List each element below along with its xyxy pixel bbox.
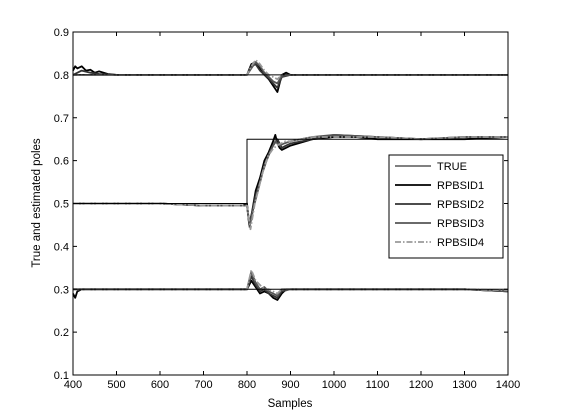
y-tick-label: 0.1 <box>54 370 69 382</box>
y-tick-label: 0.4 <box>54 241 69 253</box>
y-tick-label: 0.3 <box>54 284 69 296</box>
x-tick-label: 1400 <box>496 379 520 391</box>
legend-label-true: TRUE <box>437 161 467 173</box>
x-tick-label: 800 <box>238 379 256 391</box>
x-tick-label: 700 <box>194 379 212 391</box>
x-tick-label: 1200 <box>409 379 433 391</box>
legend-box <box>388 154 504 259</box>
x-axis-label: Samples <box>268 398 313 410</box>
series-line-rpbsid3-2 <box>73 133 508 229</box>
y-axis-label: True and estimated poles <box>31 138 43 268</box>
y-tick-label: 0.2 <box>54 327 69 339</box>
y-tick-label: 0.9 <box>54 27 69 39</box>
y-tick-label: 0.8 <box>54 70 69 82</box>
y-tick-label: 0.5 <box>54 199 69 211</box>
series-layer <box>72 59 509 301</box>
y-tick-label: 0.7 <box>54 113 69 125</box>
x-tick-label: 900 <box>281 379 299 391</box>
x-tick-label: 1100 <box>366 379 390 391</box>
x-tick-label: 600 <box>151 379 169 391</box>
x-axis: 400 500 600 700 800 900 1000 1100 1200 1300 1400 <box>64 32 520 391</box>
y-tick-label: 0.6 <box>54 156 69 168</box>
legend-label-rpbsid3: RPBSID3 <box>437 218 484 230</box>
legend: TRUE RPBSID1 RPBSID2 RPBSID3 RPBSID4 <box>388 154 504 259</box>
x-tick-label: 1000 <box>322 379 346 391</box>
x-tick-label: 1300 <box>452 379 476 391</box>
series-line-rpbsid4-2 <box>73 136 508 231</box>
series-line-true-2 <box>73 138 508 204</box>
x-tick-label: 400 <box>64 379 82 391</box>
y-axis: 0.1 0.2 0.3 0.4 0.5 0.6 0.7 0.8 0.9 <box>54 27 508 382</box>
x-tick-label: 500 <box>107 379 125 391</box>
legend-label-rpbsid2: RPBSID2 <box>437 199 484 211</box>
legend-label-rpbsid4: RPBSID4 <box>437 237 484 249</box>
legend-label-rpbsid1: RPBSID1 <box>437 180 484 192</box>
